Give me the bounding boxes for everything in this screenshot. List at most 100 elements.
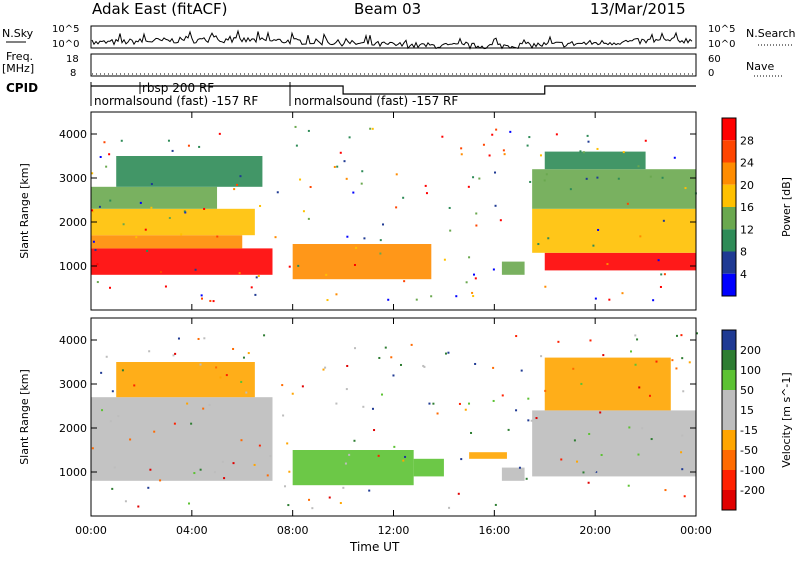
freq-label: Freq. xyxy=(6,50,33,63)
speckle-0 xyxy=(150,206,153,209)
speckle-0 xyxy=(472,176,475,179)
colorbar-tick-0-5: 8 xyxy=(740,246,747,259)
speckle-1 xyxy=(111,487,114,490)
colorbar-swatch-0-7 xyxy=(722,273,736,296)
region-1-6 xyxy=(532,410,696,477)
speckle-1 xyxy=(109,420,112,423)
colorbar-tick-1-4: -15 xyxy=(740,424,758,437)
speckle-1 xyxy=(695,332,698,335)
speckle-1 xyxy=(223,477,226,480)
colorbar-tick-0-0: 28 xyxy=(740,134,754,147)
speckle-0 xyxy=(449,229,452,232)
speckle-0 xyxy=(622,151,625,154)
speckle-1 xyxy=(362,405,365,408)
speckle-0 xyxy=(544,285,547,288)
nave-tick-bottom: 0 xyxy=(708,68,714,79)
speckle-1 xyxy=(573,439,576,442)
freq-tick-top: 18 xyxy=(66,54,79,65)
speckle-0 xyxy=(644,139,647,142)
speckle-1 xyxy=(111,390,114,393)
speckle-1 xyxy=(682,390,685,393)
speckle-1 xyxy=(576,460,579,463)
speckle-0 xyxy=(539,154,542,157)
speckle-1 xyxy=(447,351,450,354)
speckle-0 xyxy=(582,151,585,154)
speckle-0 xyxy=(649,175,652,178)
speckle-1 xyxy=(345,388,348,391)
speckle-0 xyxy=(494,171,497,174)
speckle-1 xyxy=(602,354,605,357)
speckle-0 xyxy=(236,183,239,186)
speckle-0 xyxy=(473,273,476,276)
speckle-1 xyxy=(535,417,538,420)
speckle-1 xyxy=(117,415,120,418)
speckle-0 xyxy=(144,228,147,231)
speckle-0 xyxy=(597,228,600,231)
range-time-plots: 1000 2000 3000 4000 Slant Range [km] 28 24 20 16… xyxy=(18,111,793,537)
speckle-0 xyxy=(371,127,374,130)
speckle-1 xyxy=(681,434,684,437)
speckle-1 xyxy=(648,394,651,397)
speckle-1 xyxy=(680,451,683,454)
cpid-segment-rbsp: rbsp 200 RF xyxy=(142,81,214,95)
speckle-0 xyxy=(360,182,363,185)
x-tick-label-5: 20:00 xyxy=(579,524,611,537)
speckle-1 xyxy=(675,334,678,337)
speckle-1 xyxy=(133,384,136,387)
speckle-0 xyxy=(339,151,342,154)
speckle-0 xyxy=(543,179,546,182)
speckle-0 xyxy=(596,176,599,179)
speckle-1 xyxy=(634,334,637,337)
speckle-1 xyxy=(100,371,103,374)
speckle-0 xyxy=(96,281,99,284)
colorbar-swatch-0-1 xyxy=(722,140,736,163)
colorbar-swatch-1-6 xyxy=(722,450,736,470)
y-tick-label-1-2: 3000 xyxy=(59,378,87,391)
colorbar-tick-0-4: 12 xyxy=(740,223,754,236)
speckle-0 xyxy=(288,265,291,268)
speckle-0 xyxy=(443,258,446,261)
speckle-0 xyxy=(98,205,101,208)
speckle-1 xyxy=(368,489,371,492)
speckle-1 xyxy=(371,407,374,410)
speckle-0 xyxy=(212,300,215,303)
colorbar-tick-0-6: 4 xyxy=(740,268,747,281)
speckle-1 xyxy=(580,382,583,385)
speckle-1 xyxy=(634,363,637,366)
speckle-1 xyxy=(287,504,290,507)
speckle-1 xyxy=(393,445,396,448)
speckle-1 xyxy=(301,385,304,388)
speckle-1 xyxy=(215,366,218,369)
speckle-1 xyxy=(390,356,393,359)
speckle-1 xyxy=(213,471,216,474)
speckle-1 xyxy=(253,463,256,466)
colorbar-frame-0 xyxy=(721,117,737,297)
region-1-3 xyxy=(413,458,444,477)
speckle-0 xyxy=(109,199,112,202)
speckle-0 xyxy=(475,212,478,215)
speckle-0 xyxy=(194,268,197,271)
speckle-0 xyxy=(474,277,477,280)
speckle-0 xyxy=(455,295,458,298)
colorbar-swatch-0-3 xyxy=(722,184,736,207)
speckle-1 xyxy=(655,360,658,363)
region-0-4 xyxy=(116,156,263,187)
speckle-1 xyxy=(232,347,235,350)
speckle-1 xyxy=(269,455,272,458)
speckle-0 xyxy=(348,136,351,139)
speckle-0 xyxy=(430,295,433,298)
speckle-0 xyxy=(276,191,279,194)
speckle-1 xyxy=(378,356,381,359)
colorbar-tick-0-1: 24 xyxy=(740,157,754,170)
speckle-1 xyxy=(515,409,518,412)
speckle-0 xyxy=(478,177,481,180)
speckle-0 xyxy=(203,207,206,210)
speckle-1 xyxy=(460,458,463,461)
speckle-1 xyxy=(588,432,591,435)
speckle-1 xyxy=(221,460,224,463)
speckle-0 xyxy=(379,239,382,242)
speckle-0 xyxy=(96,263,99,266)
speckle-0 xyxy=(402,196,405,199)
speckle-1 xyxy=(173,422,176,425)
speckle-1 xyxy=(105,355,108,358)
